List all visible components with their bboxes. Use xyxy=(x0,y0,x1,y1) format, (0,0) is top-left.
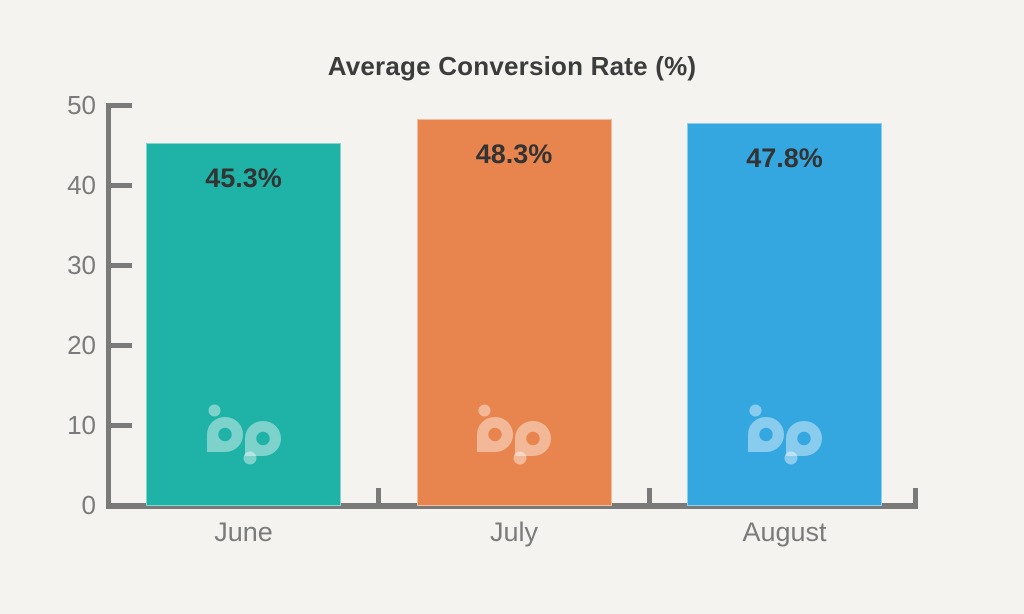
x-category-label: August xyxy=(742,517,827,547)
y-axis-line xyxy=(106,102,111,509)
y-tick-label: 30 xyxy=(67,250,96,280)
bar-value-label: 45.3% xyxy=(205,162,282,193)
x-tick xyxy=(376,488,382,503)
x-category-label: July xyxy=(489,517,538,547)
chart-title: Average Conversion Rate (%) xyxy=(327,51,697,81)
bp-logo-watermark-icon xyxy=(206,403,281,465)
bp-logo-watermark-icon xyxy=(747,403,822,465)
x-tick xyxy=(646,488,652,503)
y-tick xyxy=(111,182,132,188)
y-tick-label: 20 xyxy=(67,330,96,360)
y-tick xyxy=(111,262,132,268)
bar-value-label: 47.8% xyxy=(746,142,823,173)
y-tick-label: 50 xyxy=(67,90,96,120)
x-category-label: June xyxy=(214,517,273,547)
x-axis-line xyxy=(106,503,918,509)
y-tick xyxy=(111,342,132,348)
y-tick xyxy=(111,102,132,108)
x-axis-end-tick xyxy=(913,488,918,503)
y-tick-label: 0 xyxy=(81,490,96,520)
bar-july xyxy=(416,118,612,506)
y-tick-label: 10 xyxy=(67,410,96,440)
bp-logo-watermark-icon xyxy=(477,403,551,465)
y-tick-label: 40 xyxy=(67,170,96,200)
bar-august xyxy=(687,122,882,506)
bar-value-label: 48.3% xyxy=(475,138,553,169)
bar-june xyxy=(146,142,341,506)
y-tick xyxy=(111,422,132,428)
